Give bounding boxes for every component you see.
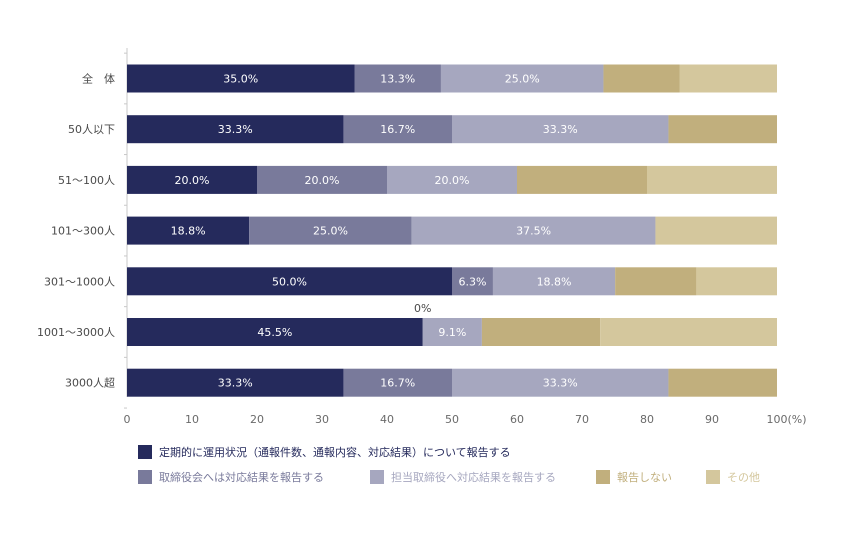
x-tick-label: 90 (705, 413, 719, 426)
bar-segment (679, 64, 777, 93)
data-label: 16.7% (380, 123, 415, 136)
bar-segment (127, 64, 355, 93)
x-tick-label: 50 (445, 413, 459, 426)
data-label: 35.0% (223, 73, 258, 86)
bar-segment (354, 64, 441, 93)
bar-segment (655, 216, 777, 245)
x-tick-label: 80 (640, 413, 654, 426)
legend-item-board-report: 取締役会へは対応結果を報告する (138, 469, 324, 485)
legend-swatch (138, 445, 152, 459)
x-tick-label: 20 (250, 413, 264, 426)
x-tick-label: 70 (575, 413, 589, 426)
legend-item-no-report: 報告しない (596, 469, 672, 485)
legend-label: 報告しない (617, 471, 672, 484)
data-label: 33.3% (543, 123, 578, 136)
bar-segment (517, 165, 647, 194)
bar-segment (127, 318, 423, 346)
legend-swatch (138, 470, 152, 484)
data-label: 16.7% (380, 377, 415, 390)
x-tick-label: 30 (315, 413, 329, 426)
data-label: 13.3% (380, 73, 415, 86)
data-label: 33.3% (218, 123, 253, 136)
legend-swatch (706, 470, 720, 484)
data-label: 25.0% (505, 73, 540, 86)
legend-label: 担当取締役へ対応結果を報告する (391, 471, 556, 484)
bar-segment (452, 267, 493, 296)
data-label: 0% (414, 302, 431, 315)
data-label: 18.8% (537, 275, 572, 288)
bar-segment (257, 165, 387, 194)
bar-segment (387, 165, 517, 194)
data-label: 33.3% (543, 377, 578, 390)
bar-segment (492, 267, 616, 296)
bar-segment (668, 368, 777, 397)
data-label: 25.0% (313, 225, 348, 238)
x-tick-label: 0 (124, 413, 131, 426)
data-label: 20.0% (435, 174, 470, 187)
bar-segment (452, 368, 669, 397)
bar-segment (422, 318, 482, 346)
data-label: 33.3% (218, 377, 253, 390)
data-label: 18.8% (171, 225, 206, 238)
x-tick-label: 40 (380, 413, 394, 426)
data-label: 6.3% (458, 275, 486, 288)
legend-label: 取締役会へは対応結果を報告する (159, 471, 324, 484)
x-tick-label: 10 (185, 413, 199, 426)
category-label: 50人以下 (68, 123, 115, 136)
category-label: 1001～3000人 (37, 326, 115, 339)
bar-segment (481, 318, 601, 346)
bar-segment (127, 165, 257, 194)
bar-segment (696, 267, 777, 296)
bar-segment (411, 216, 656, 245)
legend-item-regular-report: 定期的に運用状況（通報件数、通報内容、対応結果）について報告する (138, 444, 511, 460)
bar-segment (343, 368, 452, 397)
bar-segment (440, 64, 604, 93)
legend-label: その他 (727, 471, 760, 484)
legend-swatch (596, 470, 610, 484)
data-label: 20.0% (305, 174, 340, 187)
bar-segment (127, 216, 250, 245)
data-label: 20.0% (175, 174, 210, 187)
category-label: 3000人超 (65, 376, 115, 390)
bar-segment (647, 165, 777, 194)
legend-label: 定期的に運用状況（通報件数、通報内容、対応結果）について報告する (159, 446, 511, 459)
bar-segment (452, 115, 669, 144)
legend-item-other: その他 (706, 469, 760, 485)
category-label: 51～100人 (58, 174, 115, 187)
data-label: 9.1% (438, 326, 466, 339)
bar-segment (600, 318, 777, 346)
category-label: 全 体 (82, 72, 115, 86)
bar-segment (249, 216, 412, 245)
x-axis-unit: (%) (787, 413, 806, 426)
category-label: 301～1000人 (44, 275, 115, 288)
bar-segment (615, 267, 697, 296)
bar-segment (603, 64, 680, 93)
x-tick-label: 60 (510, 413, 524, 426)
legend-swatch (370, 470, 384, 484)
bar-segment (127, 115, 344, 144)
data-label: 45.5% (257, 326, 292, 339)
bar-segment (668, 115, 777, 144)
data-label: 50.0% (272, 275, 307, 288)
data-label: 37.5% (516, 225, 551, 238)
category-label: 101～300人 (51, 225, 115, 238)
x-tick-label: 100 (767, 413, 788, 426)
bar-segment (343, 115, 452, 144)
bar-segment (127, 267, 452, 296)
legend-item-director-report: 担当取締役へ対応結果を報告する (370, 469, 556, 485)
bar-segment (127, 368, 344, 397)
